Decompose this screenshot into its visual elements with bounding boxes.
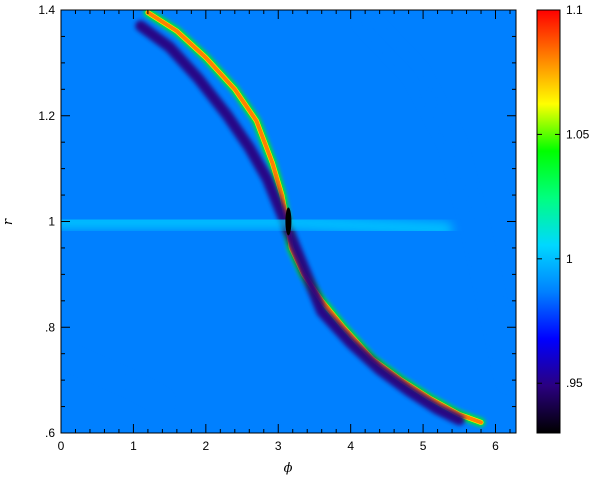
outer-faint-arm — [360, 15, 515, 386]
x-tick-label: 1 — [130, 439, 137, 453]
colorbar-tick-label: 1.1 — [566, 3, 583, 17]
density-features — [61, 10, 515, 427]
inner-faint-arm — [61, 349, 167, 406]
x-tick-label: 0 — [58, 439, 65, 453]
x-axis-ticks: 0 1 2 3 4 5 6 — [58, 10, 511, 453]
y-tick-label: 1 — [48, 215, 55, 229]
corotation-point — [285, 207, 292, 236]
y-tick-label: 1.2 — [38, 109, 55, 123]
colorbar-tick-label: .95 — [566, 376, 583, 390]
colorbar: .95 1 1.05 1.1 — [536, 3, 590, 434]
x-tick-label: 5 — [420, 439, 427, 453]
colorbar-ticks: .95 1 1.05 1.1 — [537, 3, 590, 390]
y-axis-ticks: .6 .8 1 1.2 1.4 — [38, 3, 516, 440]
colorbar-tick-label: 1.05 — [566, 127, 590, 141]
x-tick-label: 6 — [492, 439, 499, 453]
corotation-band — [61, 213, 453, 238]
plot-area: 0 1 2 3 4 5 6 .6 .8 1 1.2 1.4 ϕ r — [1, 3, 517, 476]
colorbar-gradient — [536, 9, 561, 434]
x-axis-label: ϕ — [284, 461, 293, 476]
colorbar-tick-label: 1 — [566, 252, 573, 266]
y-tick-label: .8 — [45, 320, 55, 334]
x-tick-label: 3 — [275, 439, 282, 453]
y-tick-label: 1.4 — [38, 3, 55, 17]
x-tick-label: 4 — [347, 439, 354, 453]
y-tick-label: .6 — [45, 426, 55, 440]
x-tick-label: 2 — [202, 439, 209, 453]
y-axis-label: r — [1, 218, 16, 225]
underdense-trough — [135, 20, 465, 426]
